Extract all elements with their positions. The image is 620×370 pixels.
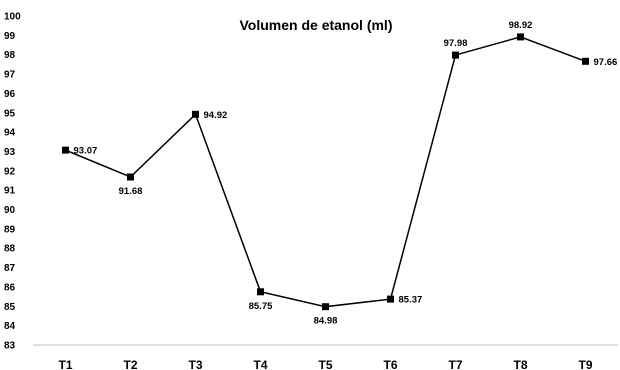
data-point-marker xyxy=(387,295,394,303)
y-tick-label: 87 xyxy=(4,263,16,274)
x-tick-label: T6 xyxy=(383,358,397,370)
y-tick-label: 91 xyxy=(4,186,16,197)
data-label: 84.98 xyxy=(314,316,338,327)
x-tick-label: T4 xyxy=(253,358,267,370)
x-tick-label: T7 xyxy=(448,358,462,370)
data-label: 85.37 xyxy=(399,295,423,306)
y-tick-label: 99 xyxy=(4,31,16,42)
y-tick-label: 89 xyxy=(4,224,16,235)
y-tick-label: 93 xyxy=(4,147,16,158)
data-labels: 93.07 91.68 94.92 85.75 84.98 85.37 97.98 98.92… xyxy=(74,20,618,327)
data-label: 94.92 xyxy=(204,110,228,121)
y-tick-label: 86 xyxy=(4,282,16,293)
series-line xyxy=(65,36,586,308)
y-tick-label: 90 xyxy=(4,205,16,216)
x-tick-label: T1 xyxy=(58,358,72,370)
y-tick-label: 95 xyxy=(4,108,16,119)
x-tick-label: T8 xyxy=(513,358,527,370)
data-point-marker xyxy=(127,173,134,181)
y-tick-label: 100 xyxy=(4,12,21,23)
data-label: 85.75 xyxy=(249,301,273,312)
y-tick-label: 83 xyxy=(4,341,16,352)
data-point-marker xyxy=(582,57,589,65)
y-tick-label: 98 xyxy=(4,50,16,61)
data-point-marker xyxy=(257,288,264,296)
x-axis-ticks: T1 T2 T3 T4 T5 T6 T7 T8 T9 xyxy=(58,358,592,370)
data-point-marker xyxy=(322,303,329,311)
y-tick-label: 88 xyxy=(4,244,16,255)
data-point-marker xyxy=(452,51,459,59)
data-point-marker xyxy=(517,33,524,41)
data-label: 98.92 xyxy=(509,20,533,31)
data-label: 91.68 xyxy=(119,186,143,197)
chart-title: Volumen de etanol (ml) xyxy=(240,17,393,33)
data-label: 97.98 xyxy=(444,38,468,49)
y-tick-label: 96 xyxy=(4,89,16,100)
y-tick-label: 94 xyxy=(4,128,16,139)
x-tick-label: T3 xyxy=(188,358,202,370)
x-tick-label: T2 xyxy=(123,358,137,370)
series-group xyxy=(62,33,589,311)
x-tick-label: T5 xyxy=(318,358,332,370)
y-tick-label: 97 xyxy=(4,70,16,81)
y-tick-label: 84 xyxy=(4,321,16,332)
data-point-marker xyxy=(192,110,199,118)
y-axis-ticks: 83 84 85 86 87 88 89 90 91 92 93 94 95 96 97 98 99 100 xyxy=(4,12,21,352)
data-label: 97.66 xyxy=(594,57,618,68)
y-tick-label: 92 xyxy=(4,166,16,177)
y-tick-label: 85 xyxy=(4,302,16,313)
x-tick-label: T9 xyxy=(578,358,592,370)
data-label: 93.07 xyxy=(74,146,98,157)
data-point-marker xyxy=(62,146,69,154)
